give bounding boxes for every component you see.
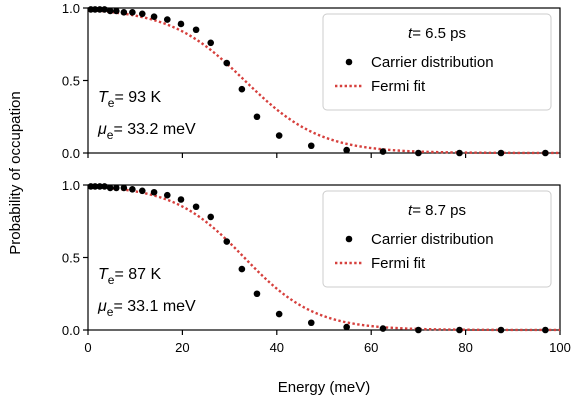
x-tick-label: 60: [364, 340, 378, 355]
electron-temperature-label: Te= 93 K: [98, 89, 162, 110]
data-point: [129, 9, 136, 16]
legend-title: t= 6.5 ps: [408, 25, 466, 42]
data-point: [163, 16, 171, 23]
x-tick-label: 80: [458, 340, 472, 355]
data-point: [101, 183, 108, 190]
data-point: [150, 188, 158, 196]
data-point: [96, 183, 104, 190]
data-point: [207, 39, 215, 47]
temperature-value: = 87 K: [114, 266, 161, 283]
time-value: = 6.5 ps: [412, 25, 466, 42]
data-point: [307, 319, 315, 327]
data-point: [253, 113, 261, 121]
y-tick-label: 1.0: [62, 1, 80, 16]
data-point: [138, 10, 146, 18]
data-point: [150, 13, 158, 20]
legend-marker-points: [345, 235, 353, 243]
data-point: [542, 326, 549, 334]
y-tick-label: 0.5: [62, 74, 80, 89]
data-point: [238, 85, 246, 93]
data-point: [177, 20, 185, 28]
data-point: [120, 9, 128, 16]
y-tick-label: 0.0: [62, 323, 80, 338]
temperature-subscript: e: [108, 96, 115, 110]
temperature-symbol: T: [98, 89, 109, 106]
data-point: [542, 149, 549, 157]
chemical-potential-label: μe= 33.2 meV: [97, 121, 196, 142]
data-point: [275, 132, 283, 139]
legend: t= 6.5 ps Carrier distribution Fermi fit: [322, 13, 552, 111]
time-symbol: t: [408, 202, 413, 219]
temperature-symbol: T: [98, 266, 109, 283]
temperature-subscript: e: [108, 273, 115, 287]
data-point: [106, 7, 114, 15]
data-point: [238, 265, 246, 273]
y-axis-label: Probability of occupation: [7, 91, 24, 254]
temperature-value: = 93 K: [114, 89, 161, 106]
legend: t= 8.7 ps Carrier distribution Fermi fit: [322, 190, 552, 288]
data-point: [253, 290, 261, 298]
data-point: [343, 323, 350, 331]
x-tick-label: 0: [84, 340, 91, 355]
data-point: [379, 148, 387, 155]
x-tick-label: 20: [175, 340, 189, 355]
chemical-potential-subscript: e: [107, 305, 114, 319]
data-point: [379, 325, 387, 332]
chemical-potential-subscript: e: [107, 128, 114, 142]
x-tick-label: 40: [270, 340, 284, 355]
data-point: [101, 6, 108, 13]
chemical-potential-label: μe= 33.1 meV: [97, 298, 196, 319]
data-point: [275, 310, 283, 318]
legend-box: [322, 13, 552, 111]
y-tick-label: 0.5: [62, 251, 80, 266]
data-point: [343, 146, 350, 154]
panel-1: 0.0 0.5 1.0 t= 6.5 ps Carrier distribution Fe…: [62, 1, 561, 161]
data-point: [120, 184, 128, 192]
data-point: [223, 59, 231, 67]
legend-marker-points: [345, 58, 353, 66]
legend-label-fit: Fermi fit: [371, 255, 426, 272]
data-point: [163, 191, 171, 199]
data-point: [96, 6, 104, 13]
data-point: [91, 183, 99, 190]
legend-title: t= 8.7 ps: [408, 202, 466, 219]
chemical-potential-symbol: μ: [97, 298, 107, 315]
y-tick-label: 1.0: [62, 178, 80, 193]
time-value: = 8.7 ps: [412, 202, 466, 219]
time-symbol: t: [408, 25, 413, 42]
data-point: [497, 326, 505, 334]
data-point: [207, 213, 215, 221]
data-point: [307, 142, 315, 150]
panel-2: 0.0 0.5 1.0 0 20 40 60 80 100 t= 8.7 ps Carrier di…: [62, 178, 571, 355]
data-point: [415, 149, 422, 157]
legend-label-fit: Fermi fit: [371, 78, 426, 95]
data-point: [138, 187, 146, 195]
chemical-potential-value: = 33.2 meV: [113, 121, 196, 138]
data-point: [223, 238, 231, 245]
data-point: [192, 26, 200, 34]
legend-box: [322, 190, 552, 288]
data-point: [456, 326, 463, 334]
data-point: [113, 7, 120, 15]
data-point: [113, 184, 120, 192]
data-point: [106, 184, 114, 192]
data-point: [129, 186, 136, 193]
x-tick-label: 100: [549, 340, 571, 355]
chemical-potential-value: = 33.1 meV: [113, 298, 196, 315]
data-point: [91, 6, 99, 13]
legend-label-points: Carrier distribution: [371, 231, 494, 248]
legend-label-points: Carrier distribution: [371, 54, 494, 71]
data-point: [456, 149, 463, 157]
electron-temperature-label: Te= 87 K: [98, 266, 162, 287]
data-point: [177, 196, 185, 203]
data-point: [497, 149, 505, 157]
data-point: [192, 203, 200, 211]
data-point: [415, 326, 422, 334]
x-axis-label: Energy (meV): [278, 379, 371, 396]
fermi-fit-line: [87, 9, 561, 155]
y-tick-label: 0.0: [62, 146, 80, 161]
chemical-potential-symbol: μ: [97, 121, 107, 138]
